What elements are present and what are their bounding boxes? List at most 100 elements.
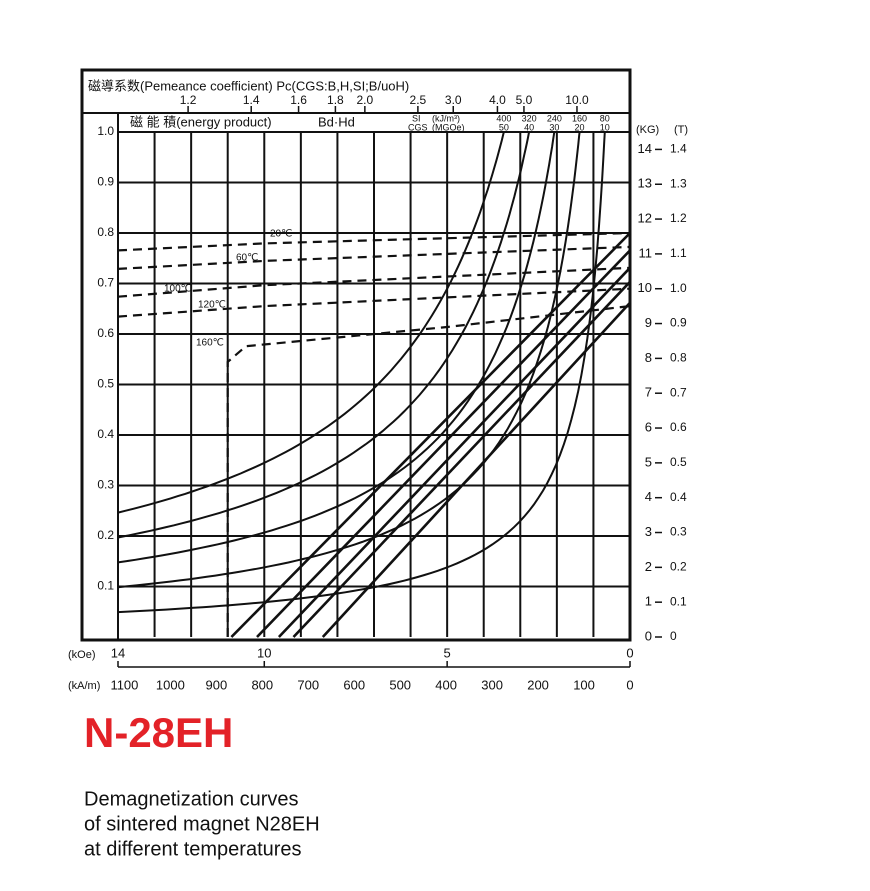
y2-tick-label: 14 (638, 141, 652, 156)
permeance-tick-label: 5.0 (516, 93, 533, 107)
y3-tick-label: 0.1 (670, 594, 687, 608)
y2-tick-label: 11 (639, 245, 653, 260)
y2-tick-label: 4 (645, 489, 652, 504)
permeance-title: 磁導系数(Pemeance coefficient) Pc(CGS:B,H,SI… (88, 78, 409, 93)
y-tick-label: 1.0 (97, 124, 114, 138)
energy-title: 磁 能 積(energy product) (130, 114, 272, 129)
permeance-tick-label: 1.8 (327, 93, 344, 107)
y-tick-label: 0.8 (97, 225, 114, 239)
y3-tick-label: 0.7 (670, 385, 687, 399)
x2-tick-label: 1100 (110, 677, 138, 692)
intrinsic-curve (117, 231, 631, 252)
y3-tick-label: 1.4 (670, 142, 687, 156)
energy-curve (117, 131, 531, 539)
y2-tick-label: 6 (645, 419, 652, 434)
chart-title: N-28EH (84, 709, 233, 756)
y-tick-label: 0.5 (97, 377, 114, 391)
y2-tick-label: 5 (645, 454, 652, 469)
permeance-tick-label: 4.0 (489, 93, 506, 107)
energy-curve (117, 131, 556, 564)
x2-tick-label: 600 (343, 677, 365, 692)
y2-tick-label: 9 (645, 315, 652, 330)
y3-tick-label: 0.5 (670, 455, 687, 469)
y3-label: (T) (674, 124, 688, 136)
y2-tick-label: 1 (645, 594, 652, 609)
permeance-tick-label: 2.5 (410, 93, 427, 107)
energy-curve (117, 131, 505, 514)
intrinsic-curve (117, 245, 631, 270)
permeance-tick-label: 3.0 (445, 93, 462, 107)
x2-tick-label: 500 (389, 677, 411, 692)
permeance-tick-label: 1.6 (290, 93, 307, 107)
intrinsic-curve (226, 305, 631, 637)
y3-tick-label: 0.2 (670, 560, 687, 574)
curve-label: 20℃ (270, 229, 292, 240)
x2-tick-label: 800 (251, 677, 273, 692)
y-tick-label: 0.6 (97, 326, 114, 340)
x2-tick-label: 400 (435, 677, 457, 692)
energy-si-label: SI (412, 113, 421, 123)
y2-tick-label: 10 (638, 280, 652, 295)
description-line: at different temperatures (84, 838, 302, 860)
description-line: Demagnetization curves (84, 788, 299, 810)
y-tick-label: 0.1 (97, 579, 114, 593)
y3-tick-label: 0.4 (670, 490, 687, 504)
energy-si-tick-label: 400 (496, 113, 511, 123)
energy-symbol: Bd·Hd (318, 114, 355, 129)
intrinsic-curve (117, 287, 631, 318)
curve-label: 100℃ (164, 284, 192, 295)
energy-si-tick-label: 320 (522, 113, 537, 123)
y3-tick-label: 0.6 (670, 420, 687, 434)
x-tick-label: 0 (626, 645, 633, 660)
x2-tick-label: 200 (527, 677, 549, 692)
curve-label: 120℃ (198, 300, 226, 311)
x2-label: (kA/m) (68, 680, 100, 692)
y3-tick-label: 0.9 (670, 316, 687, 330)
normal-curve (321, 301, 631, 638)
y2-tick-label: 3 (645, 524, 652, 539)
energy-cgs-tick-label: 10 (600, 122, 610, 132)
energy-cgs-tick-label: 50 (499, 122, 509, 132)
y2-tick-label: 8 (645, 350, 652, 365)
permeance-tick-label: 1.2 (180, 93, 197, 107)
x2-tick-label: 100 (573, 677, 595, 692)
normal-curve (256, 249, 631, 638)
normal-curve (277, 266, 631, 638)
energy-cgs-label: CGS (408, 122, 428, 132)
permeance-tick-label: 1.4 (243, 93, 260, 107)
y2-tick-label: 12 (638, 211, 652, 226)
y2-label: (KG) (636, 124, 659, 136)
y2-tick-label: 7 (645, 385, 652, 400)
x2-tick-label: 900 (206, 677, 228, 692)
y3-tick-label: 0.8 (670, 351, 687, 365)
y-tick-label: 0.3 (97, 478, 114, 492)
x2-tick-label: 1000 (156, 677, 185, 692)
permeance-tick-label: 10.0 (565, 93, 589, 107)
permeance-tick-label: 2.0 (357, 93, 374, 107)
energy-cgs-tick-label: 30 (549, 122, 559, 132)
x-tick-label: 14 (111, 645, 125, 660)
x2-tick-label: 700 (297, 677, 319, 692)
y-tick-label: 0.2 (97, 528, 114, 542)
x-label: (kOe) (68, 649, 96, 661)
x-tick-label: 5 (444, 645, 451, 660)
normal-curve (292, 280, 631, 638)
energy-cgs-tick-label: 40 (524, 122, 534, 132)
description-line: of sintered magnet N28EH (84, 813, 320, 835)
curve-label: 60℃ (236, 253, 258, 264)
energy-curve (117, 131, 606, 614)
x2-tick-label: 300 (481, 677, 503, 692)
y-tick-label: 0.4 (97, 427, 114, 441)
y3-tick-label: 0.3 (670, 525, 687, 539)
energy-si-unit: (kJ/m³) (432, 113, 460, 123)
normal-curve (230, 232, 631, 638)
y2-tick-label: 13 (638, 176, 652, 191)
y3-tick-label: 1.2 (670, 211, 687, 225)
y2-tick-label: 0 (645, 628, 652, 643)
energy-si-tick-label: 160 (572, 113, 587, 123)
energy-cgs-tick-label: 20 (575, 122, 585, 132)
energy-curve (117, 131, 581, 589)
